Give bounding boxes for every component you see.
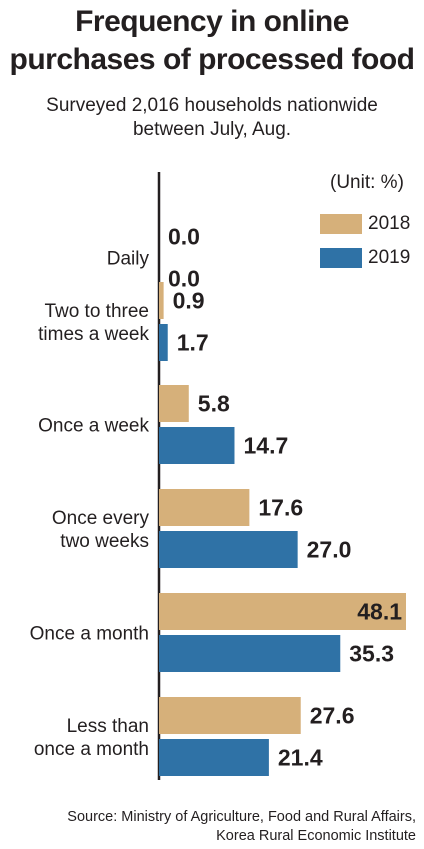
bar-2018 <box>159 593 406 630</box>
unit-label: (Unit: %) <box>330 172 404 193</box>
category-label: Once a month <box>30 624 149 645</box>
legend-label-2018: 2018 <box>368 213 411 234</box>
source-line-2: Korea Rural Economic Institute <box>216 828 416 844</box>
data-label: 0.0 <box>168 266 200 292</box>
data-label: 1.7 <box>177 330 209 356</box>
category-label: Less than <box>67 716 149 737</box>
data-label: 35.3 <box>349 641 394 667</box>
bar-2019 <box>159 739 269 776</box>
data-label: 27.6 <box>310 703 355 729</box>
category-label: once a month <box>34 739 149 760</box>
data-label: 21.4 <box>278 745 323 771</box>
chart-title-line-1: Frequency in online <box>75 5 349 38</box>
data-label: 0.9 <box>173 288 205 314</box>
bar-2019 <box>159 427 235 464</box>
source-line-1: Source: Ministry of Agriculture, Food an… <box>67 809 416 825</box>
legend-item-2018: 2018 <box>320 212 410 236</box>
data-label: 0.0 <box>168 224 200 250</box>
legend-swatch-2019 <box>320 248 362 268</box>
data-label: 27.0 <box>307 537 352 563</box>
bar-2019 <box>159 635 341 672</box>
data-label: 48.1 <box>357 599 402 625</box>
bar-2018 <box>159 697 301 734</box>
bar-2018 <box>159 489 250 526</box>
legend-item-2019: 2019 <box>320 246 410 270</box>
legend-label-2019: 2019 <box>368 247 411 268</box>
data-label: 14.7 <box>243 433 288 459</box>
data-label: 17.6 <box>258 495 303 521</box>
category-label: Once a week <box>38 416 149 437</box>
chart-subtitle-line-2: between July, Aug. <box>132 119 292 140</box>
category-label: Once every <box>52 508 150 529</box>
category-label: two weeks <box>60 531 149 552</box>
category-label: Daily <box>107 249 150 270</box>
chart-subtitle-line-1: Surveyed 2,016 households nationwide <box>46 95 378 116</box>
chart-title-line-2: purchases of processed food <box>9 43 415 76</box>
bar-2018 <box>159 385 189 422</box>
category-label: times a week <box>38 324 149 345</box>
legend-swatch-2018 <box>320 214 362 234</box>
bar-2019 <box>159 531 298 568</box>
category-label: Two to three <box>44 301 149 322</box>
bar-2018 <box>159 282 164 319</box>
data-label: 5.8 <box>198 391 230 417</box>
bar-2019 <box>159 324 168 361</box>
